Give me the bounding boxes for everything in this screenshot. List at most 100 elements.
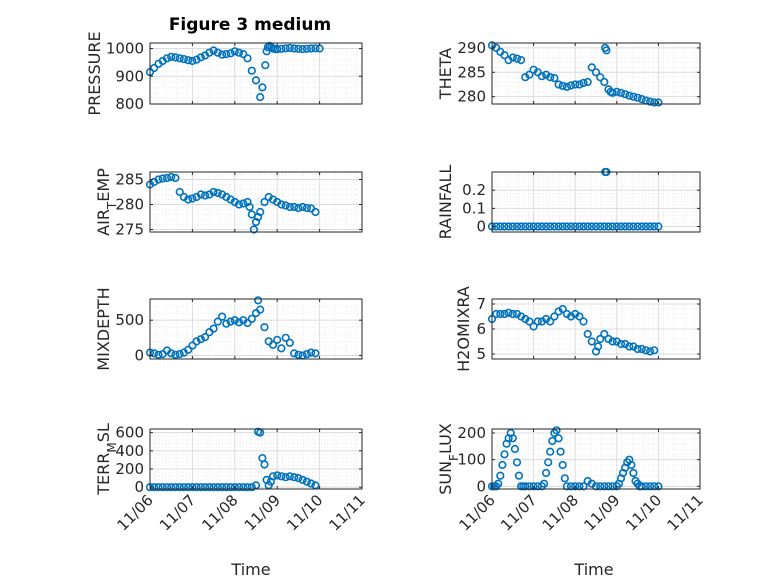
data-point [492, 309, 501, 319]
data-point [512, 222, 522, 231]
data-point [150, 349, 159, 358]
data-point [167, 483, 176, 492]
data-point [604, 222, 613, 231]
data-point [281, 473, 290, 482]
data-point [298, 475, 307, 485]
data-point [566, 482, 576, 491]
x-tick-label: 11/06 [114, 491, 157, 534]
data-point [256, 92, 265, 102]
y-tick-label: 600 [115, 424, 144, 442]
data-point [612, 87, 621, 96]
data-point [247, 483, 256, 492]
y-tick-label: 1000 [106, 40, 144, 58]
data-point [587, 63, 596, 72]
data-point [268, 472, 278, 481]
data-point [234, 318, 244, 327]
x-tick-label: 11/08 [539, 491, 582, 534]
data-point [629, 92, 638, 101]
series-markers [487, 167, 663, 231]
series-markers [145, 41, 324, 102]
plot-area [492, 429, 700, 489]
data-point [637, 482, 646, 491]
x-axis-label-left: Time [230, 560, 270, 579]
x-tick-labels-left: 11/06 11/07 11/08 11/09 11/10 11/11 [114, 491, 369, 534]
x-tick-label: 11/10 [622, 491, 665, 534]
plot-area [150, 43, 362, 104]
axes-box [149, 298, 363, 360]
data-point [222, 483, 231, 492]
data-point [566, 81, 576, 90]
data-point [552, 426, 561, 435]
series-markers [487, 41, 663, 107]
data-point [243, 318, 252, 328]
x-tick-label: 11/10 [283, 491, 326, 534]
data-point [290, 202, 299, 212]
data-point [596, 334, 605, 344]
y-tick-label: 800 [115, 95, 144, 113]
y-tick-label: 280 [115, 196, 144, 214]
data-point [277, 472, 286, 481]
x-tick-label: 11/08 [198, 491, 241, 534]
panel-rainfall: 00.10.2 RAINFALL [436, 165, 701, 240]
axes-box [149, 42, 363, 105]
data-point [234, 200, 244, 209]
data-point [554, 434, 563, 443]
data-point [641, 222, 651, 231]
data-point [579, 317, 588, 326]
data-point [633, 222, 642, 231]
data-point [175, 187, 184, 197]
data-point [251, 76, 261, 85]
x-tick-label: 11/11 [326, 491, 369, 534]
data-point [150, 63, 159, 73]
y-tick-label: 0.1 [462, 199, 486, 217]
data-point [302, 350, 312, 359]
data-point [504, 222, 513, 231]
data-point [637, 222, 646, 231]
y-axis-label: AIRTEMP [94, 168, 119, 236]
data-point [302, 477, 312, 486]
data-point [188, 341, 197, 350]
data-point [637, 344, 646, 354]
data-point [256, 305, 265, 314]
data-point [188, 194, 197, 203]
data-point [245, 202, 254, 212]
data-point [263, 43, 273, 52]
data-point [209, 46, 218, 55]
plot-area [492, 172, 700, 232]
data-point [566, 222, 576, 231]
data-point [494, 479, 503, 488]
data-point [239, 199, 248, 208]
data-point [260, 460, 269, 469]
data-point [311, 207, 320, 217]
ticks [491, 43, 701, 104]
data-point [596, 482, 605, 491]
data-point [575, 80, 584, 89]
data-point [546, 222, 555, 231]
y-axis-label: RAINFALL [436, 165, 455, 240]
data-point [247, 314, 256, 323]
y-tick-label: 0 [134, 478, 144, 496]
axes-box [149, 171, 363, 233]
data-point [641, 346, 651, 355]
data-point [239, 49, 248, 59]
data-point [620, 222, 630, 231]
series-markers [145, 427, 320, 492]
data-point [575, 482, 584, 491]
data-point [521, 222, 530, 231]
data-point [525, 70, 534, 79]
ticks [491, 172, 701, 232]
data-point [213, 48, 222, 57]
data-point [539, 479, 549, 488]
series-markers [145, 172, 320, 234]
data-point [294, 350, 303, 359]
data-point [533, 317, 542, 326]
data-point [544, 458, 553, 467]
data-point [625, 222, 634, 231]
y-axis-label: THETA [436, 48, 455, 100]
axes-box [149, 428, 363, 490]
axes-box [491, 42, 701, 105]
data-point [218, 483, 227, 492]
data-point [184, 56, 193, 65]
